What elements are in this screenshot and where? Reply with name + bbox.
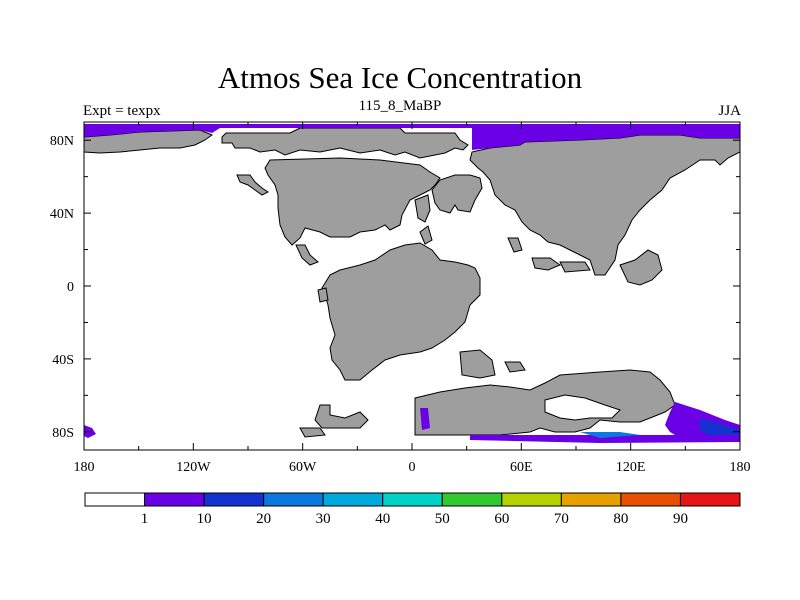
x-axis-ticks bbox=[83, 122, 741, 450]
experiment-label: Expt = texpx bbox=[83, 103, 161, 119]
land-eurasia-small-b bbox=[531, 257, 562, 271]
land-north-america bbox=[221, 127, 469, 159]
x-tick-label: 60W bbox=[289, 460, 317, 475]
colorbar-label: 60 bbox=[494, 511, 509, 527]
land-eurasia-small-c bbox=[559, 261, 591, 273]
colorbar-label: 90 bbox=[673, 511, 688, 527]
antarctic-ice-shelf bbox=[470, 435, 740, 443]
land-caribbean-b bbox=[431, 174, 483, 214]
land-southern-small-d bbox=[504, 361, 526, 373]
land-southern-small-a bbox=[314, 404, 369, 429]
antarctic-ice-blue bbox=[580, 432, 640, 438]
inner-lake bbox=[544, 394, 621, 421]
land-masses bbox=[83, 127, 741, 438]
x-axis-labels: 180 120W 60W 0 60E 120E 180 bbox=[74, 460, 751, 475]
y-axis-ticks bbox=[84, 139, 740, 433]
x-tick-label: 120W bbox=[176, 460, 211, 475]
land-arctic-west bbox=[83, 129, 214, 154]
land-central-small bbox=[317, 287, 329, 303]
colorbar-box bbox=[382, 492, 443, 507]
colorbar-label: 50 bbox=[435, 511, 450, 527]
colorbar-box bbox=[441, 492, 503, 507]
y-tick-label: 0 bbox=[67, 280, 74, 295]
x-tick-label: 180 bbox=[74, 460, 95, 475]
arctic-ice-west bbox=[84, 128, 220, 137]
land-central-continent bbox=[321, 242, 481, 381]
antarctic-ice-patch bbox=[420, 408, 430, 430]
colorbar-box bbox=[501, 492, 562, 507]
land-southern-small-c bbox=[459, 349, 496, 379]
land-caribbean-c bbox=[419, 225, 433, 245]
land-eurasia-small-a bbox=[507, 237, 523, 253]
x-tick-label: 60E bbox=[510, 460, 533, 475]
y-tick-label: 40S bbox=[52, 353, 74, 368]
colorbar-box bbox=[679, 492, 741, 507]
y-tick-label: 80S bbox=[52, 426, 74, 441]
land-north-america-island bbox=[295, 244, 319, 266]
arctic-ice-east bbox=[472, 127, 740, 150]
land-southern-small-b bbox=[299, 427, 326, 438]
colorbar-label: 10 bbox=[197, 511, 212, 527]
period-label: 115_8_MaBP bbox=[358, 98, 442, 114]
plot-title: Atmos Sea Ice Concentration bbox=[217, 60, 583, 95]
colorbar-box bbox=[144, 492, 205, 507]
y-tick-label: 80N bbox=[50, 134, 74, 149]
colorbar-box bbox=[322, 492, 384, 507]
land-eurasia-island bbox=[619, 249, 663, 286]
y-tick-label: 40N bbox=[50, 207, 74, 222]
y-axis-labels: 80N 40N 0 40S 80S bbox=[50, 134, 74, 441]
colorbar-box bbox=[84, 492, 146, 507]
x-tick-label: 0 bbox=[409, 460, 416, 475]
colorbar-box bbox=[263, 492, 324, 507]
colorbar-label: 80 bbox=[613, 511, 628, 527]
colorbar-label: 40 bbox=[375, 511, 390, 527]
colorbar-label: 20 bbox=[256, 511, 271, 527]
colorbar-box bbox=[620, 492, 681, 507]
colorbar-box bbox=[560, 492, 622, 507]
x-tick-label: 180 bbox=[730, 460, 751, 475]
colorbar: 1 10 20 30 40 50 60 70 80 90 bbox=[84, 492, 741, 527]
season-label: JJA bbox=[718, 103, 741, 119]
colorbar-label: 70 bbox=[554, 511, 569, 527]
colorbar-box bbox=[203, 492, 265, 507]
x-tick-label: 120E bbox=[616, 460, 646, 475]
land-north-america-main bbox=[264, 157, 441, 246]
colorbar-label: 30 bbox=[316, 511, 331, 527]
land-caribbean-a bbox=[414, 194, 431, 223]
colorbar-label: 1 bbox=[141, 511, 149, 527]
land-north-america-coast bbox=[236, 174, 269, 196]
antarctic-ice-mid bbox=[700, 418, 740, 438]
land-eurasia bbox=[469, 134, 741, 276]
